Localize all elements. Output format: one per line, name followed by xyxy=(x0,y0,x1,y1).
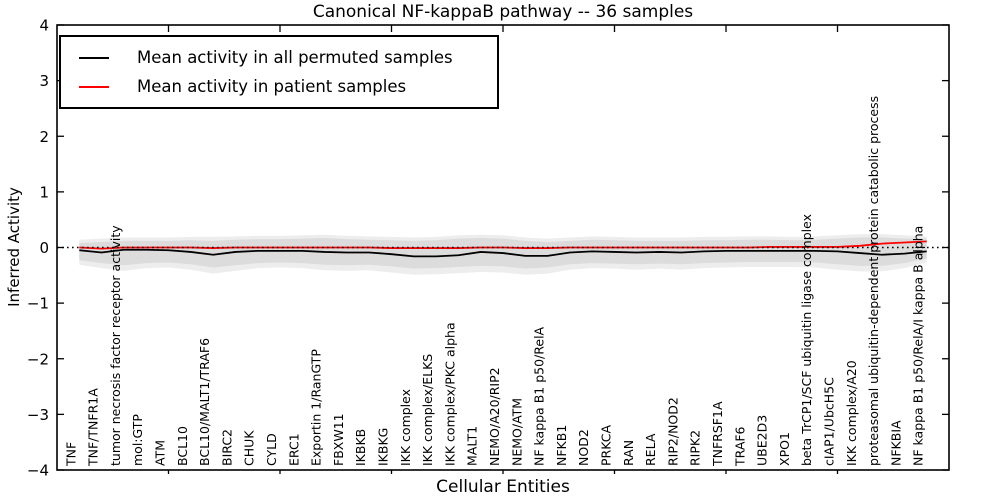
y-tick-label: −1 xyxy=(27,295,49,313)
x-category-label: TNFRSF1A xyxy=(710,401,725,467)
x-category-label: NEMO/ATM xyxy=(509,398,524,466)
y-tick-label: 4 xyxy=(39,17,49,35)
x-category-label: TRAF6 xyxy=(732,426,747,467)
x-category-label: IKBKB xyxy=(353,429,368,466)
x-category-label: BIRC2 xyxy=(219,429,234,466)
x-category-label: NOD2 xyxy=(576,429,591,466)
chart-title: Canonical NF-kappaB pathway -- 36 sample… xyxy=(312,2,694,22)
x-category-label: ERC1 xyxy=(286,433,301,466)
x-category-label: MALT1 xyxy=(465,426,480,466)
x-category-label: RELA xyxy=(643,433,658,466)
y-tick-label: −3 xyxy=(27,406,49,424)
x-category-label: TNF/TNFR1A xyxy=(86,388,101,467)
legend-label-permuted: Mean activity in all permuted samples xyxy=(137,48,453,67)
y-tick-label: 0 xyxy=(39,239,49,257)
x-category-label: mol:GTP xyxy=(130,414,145,466)
y-tick-label: 3 xyxy=(39,72,49,90)
x-category-label: IKK complex/PKC alpha xyxy=(442,322,457,466)
patient-line-swatch xyxy=(79,85,109,88)
x-category-label: NEMO/A20/RIP2 xyxy=(487,367,502,466)
x-category-label: BCL10 xyxy=(175,426,190,466)
x-category-label: IKK complex xyxy=(398,389,413,466)
legend: Mean activity in all permuted samples Me… xyxy=(59,35,499,109)
x-category-label: tumor necrosis factor receptor activity xyxy=(108,225,123,466)
x-category-label: IKK complex/A20 xyxy=(844,360,859,466)
y-tick-label: 1 xyxy=(39,183,49,201)
x-category-label: ATM xyxy=(153,440,168,466)
x-category-label: NFKB1 xyxy=(554,425,569,466)
x-category-label: proteasomal ubiquitin-dependent protein … xyxy=(866,96,881,466)
x-category-label: cIAP1/UbcH5C xyxy=(822,377,837,466)
y-tick-label: −2 xyxy=(27,350,49,368)
legend-entry-permuted: Mean activity in all permuted samples xyxy=(67,43,487,72)
y-tick-label: −4 xyxy=(27,462,49,480)
x-category-label: IKBKG xyxy=(376,428,391,466)
x-category-label: CYLD xyxy=(264,433,279,466)
x-category-label: beta TrCP1/SCF ubiquitin ligase complex xyxy=(799,214,814,466)
x-category-label: RIP2/NOD2 xyxy=(665,397,680,466)
x-category-label: RAN xyxy=(621,440,636,466)
x-category-label: Exportin 1/RanGTP xyxy=(309,349,324,466)
x-axis-label: Cellular Entities xyxy=(436,477,570,497)
permuted-mean-line xyxy=(79,248,927,258)
x-category-label: TNF xyxy=(63,442,78,467)
x-category-label: NF kappa B1 p50/RelA xyxy=(532,326,547,466)
x-category-label: XPO1 xyxy=(777,432,792,466)
y-tick-label: 2 xyxy=(39,128,49,146)
x-category-label: FBXW11 xyxy=(331,413,346,466)
x-category-label: PRKCA xyxy=(599,425,614,466)
x-category-label: UBE2D3 xyxy=(755,415,770,466)
x-category-label: NFKBIA xyxy=(888,420,903,466)
x-category-label: RIPK2 xyxy=(688,430,703,466)
x-category-label: NF kappa B1 p50/RelA/I kappa B alpha xyxy=(911,226,926,466)
legend-entry-patient: Mean activity in patient samples xyxy=(67,72,487,101)
permuted-line-swatch xyxy=(79,56,109,59)
y-axis-label: Inferred Activity xyxy=(5,187,23,307)
x-category-label: BCL10/MALT1/TRAF6 xyxy=(197,338,212,466)
legend-label-patient: Mean activity in patient samples xyxy=(137,77,407,96)
x-category-label: IKK complex/ELKS xyxy=(420,354,435,466)
x-category-label: CHUK xyxy=(242,430,257,466)
